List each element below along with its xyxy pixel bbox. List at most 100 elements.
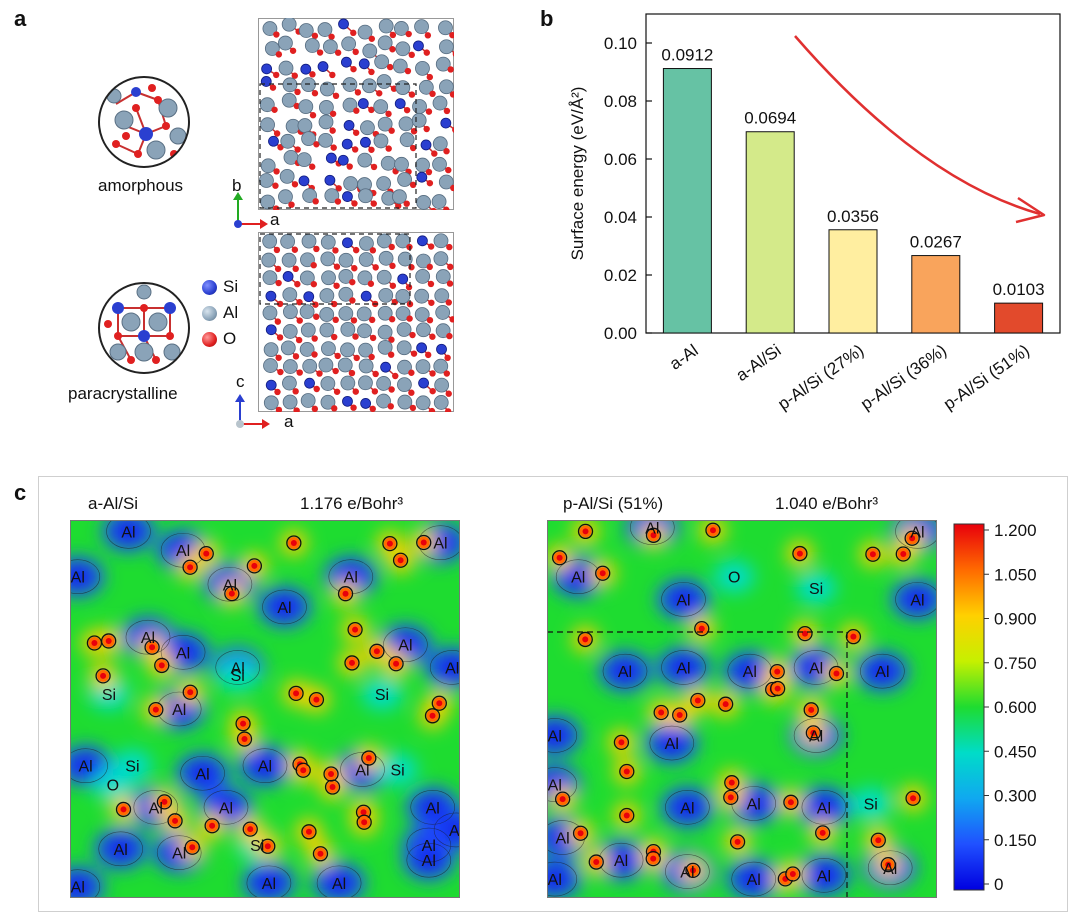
low-density-core bbox=[70, 565, 92, 588]
o-atom bbox=[273, 71, 280, 79]
al-atom bbox=[282, 375, 297, 391]
oxygen-peak bbox=[100, 672, 107, 679]
oxygen-peak bbox=[317, 850, 324, 857]
colorbar-tick-label: 0.750 bbox=[994, 654, 1037, 673]
al-atom bbox=[356, 306, 372, 322]
panel-b-letter: b bbox=[540, 6, 554, 31]
oxygen-marker bbox=[388, 656, 404, 672]
al-atom bbox=[324, 188, 340, 204]
oxygen-marker bbox=[295, 762, 311, 778]
al-atom bbox=[361, 78, 377, 94]
oxygen-peak bbox=[734, 838, 741, 845]
atom-label: Al bbox=[680, 865, 694, 882]
legend-item-o: O bbox=[202, 326, 262, 352]
atom-label: Al bbox=[141, 630, 155, 647]
oxygen-peak bbox=[676, 711, 683, 718]
al-atom bbox=[412, 99, 427, 114]
oxygen-peak bbox=[342, 590, 349, 597]
o-atom bbox=[450, 184, 454, 192]
contour-line bbox=[262, 589, 307, 625]
oxygen-marker bbox=[729, 834, 746, 850]
oxygen-marker bbox=[803, 702, 819, 718]
al-atom bbox=[396, 322, 412, 337]
si-atom bbox=[261, 63, 273, 75]
al-atom bbox=[340, 375, 356, 391]
oxygen-peak bbox=[152, 706, 159, 713]
o-atom bbox=[316, 370, 323, 377]
o-atom bbox=[427, 280, 435, 288]
contour-line bbox=[406, 827, 452, 863]
oxygen-marker bbox=[645, 850, 661, 867]
o-atom bbox=[404, 67, 412, 75]
o-atom bbox=[272, 205, 280, 210]
o-atom bbox=[409, 144, 417, 152]
legend-item-al: Al bbox=[202, 300, 262, 326]
contour-line bbox=[70, 869, 101, 898]
atom-label: Al bbox=[747, 872, 761, 889]
atom-label: Al bbox=[149, 800, 163, 817]
si-atom bbox=[265, 379, 277, 391]
o-atom bbox=[449, 91, 454, 98]
si-atom-icon bbox=[202, 279, 217, 295]
o-atom bbox=[426, 316, 434, 324]
al-atom bbox=[376, 393, 391, 409]
al-atom bbox=[300, 252, 315, 268]
oxygen-peak bbox=[187, 564, 194, 571]
o-atom bbox=[352, 48, 359, 56]
o-atom bbox=[329, 127, 336, 134]
al-atom bbox=[262, 21, 278, 36]
al-atom bbox=[396, 340, 412, 356]
bar-value-label: 0.0103 bbox=[993, 280, 1045, 299]
o-atom bbox=[446, 243, 453, 251]
oxygen-peak bbox=[833, 670, 840, 677]
atom-label: Al bbox=[223, 577, 237, 594]
o-atom bbox=[313, 385, 320, 393]
category-label: a-Al/Si bbox=[733, 341, 785, 385]
atom-label: Al bbox=[809, 660, 823, 677]
al-atom bbox=[300, 322, 316, 338]
oxygen-marker bbox=[236, 731, 253, 747]
atom-label: Si bbox=[809, 581, 823, 598]
contour-line bbox=[793, 650, 839, 685]
o-atom bbox=[352, 388, 359, 395]
al-atom bbox=[373, 133, 389, 149]
decreasing-trend-arrow bbox=[794, 35, 1041, 216]
al-atom bbox=[281, 92, 297, 108]
axes-triad-top bbox=[233, 192, 268, 229]
si-atom bbox=[417, 235, 428, 247]
o-atom bbox=[334, 198, 342, 205]
al-atom bbox=[434, 377, 450, 393]
o-atom bbox=[331, 405, 338, 412]
al-atom bbox=[397, 394, 413, 410]
contour-line bbox=[242, 748, 288, 783]
oxygen-marker bbox=[156, 794, 173, 810]
o-atom bbox=[429, 90, 436, 98]
low-density-core bbox=[739, 792, 768, 815]
al-atom bbox=[434, 288, 450, 304]
al-atom bbox=[320, 394, 336, 410]
o-atom bbox=[351, 200, 358, 207]
contour-line bbox=[895, 520, 937, 549]
oxygen-peak bbox=[582, 528, 589, 535]
al-atom bbox=[338, 269, 354, 284]
o-atom bbox=[273, 246, 281, 254]
o-atom bbox=[330, 144, 337, 151]
oxygen-peak bbox=[290, 539, 297, 546]
axis-label-b: b bbox=[232, 176, 242, 195]
oxygen-peak bbox=[397, 557, 404, 564]
atom-label: Al bbox=[78, 759, 92, 776]
contour-line bbox=[383, 627, 428, 663]
o-atom bbox=[275, 354, 282, 361]
o-atom bbox=[328, 33, 335, 40]
o-atom bbox=[368, 146, 375, 153]
o-atom bbox=[403, 200, 410, 207]
o-atom bbox=[409, 181, 417, 189]
low-density-core bbox=[564, 565, 593, 588]
contour-line bbox=[602, 653, 648, 689]
atom-label: Al bbox=[676, 592, 690, 609]
al-atom bbox=[435, 56, 451, 72]
o-atom bbox=[446, 332, 453, 340]
axes-triad-bottom bbox=[235, 394, 270, 429]
o-atom-icon bbox=[202, 331, 217, 347]
oxygen-peak bbox=[305, 828, 312, 835]
